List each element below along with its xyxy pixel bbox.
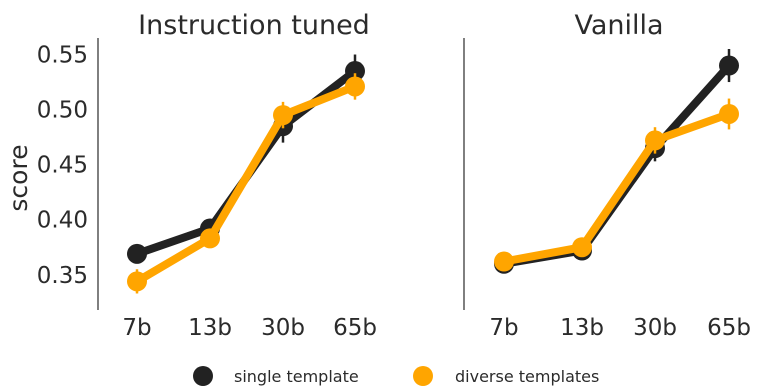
data-point — [200, 228, 220, 249]
legend-marker-single — [193, 366, 213, 386]
panel-title: Vanilla — [574, 10, 663, 41]
legend: single template diverse templates — [193, 366, 599, 386]
x-tick-label: 13b — [188, 315, 232, 341]
y-tick-labels: 0.35 0.40 0.45 0.50 0.55 — [37, 43, 88, 289]
data-point — [572, 237, 592, 258]
chart-marks — [494, 49, 739, 274]
x-tick-labels: 7b 13b 30b 65b — [122, 315, 377, 341]
x-tick-label: 13b — [560, 315, 604, 341]
data-point — [345, 76, 365, 97]
legend-label-single: single template — [234, 367, 359, 386]
data-point — [494, 251, 514, 272]
series-line-diverse — [133, 82, 359, 286]
data-point — [127, 271, 147, 292]
series-diverse — [127, 73, 365, 294]
panel-title: Instruction tuned — [138, 10, 370, 41]
data-point — [127, 243, 147, 264]
legend-marker-diverse — [413, 366, 433, 386]
y-tick-label: 0.55 — [37, 43, 88, 69]
series-line-single — [500, 61, 733, 268]
x-tick-label: 65b — [333, 315, 377, 341]
series-single — [127, 54, 365, 264]
y-tick-label: 0.35 — [37, 263, 88, 289]
data-point — [273, 105, 293, 126]
panel-instruction-tuned: Instruction tuned 0.35 0.40 0.45 0.50 0.55 7… — [37, 10, 377, 341]
x-tick-label: 30b — [633, 315, 677, 341]
series-line-diverse — [500, 109, 733, 266]
data-point — [719, 55, 739, 76]
y-tick-label: 0.40 — [37, 208, 88, 234]
data-point — [719, 103, 739, 124]
y-axis-label: score — [4, 144, 33, 211]
data-point — [645, 130, 665, 151]
chart-marks — [127, 54, 365, 294]
x-tick-label: 65b — [707, 315, 751, 341]
data-point — [345, 61, 365, 82]
x-tick-labels: 7b 13b 30b 65b — [489, 315, 751, 341]
y-tick-label: 0.50 — [37, 98, 88, 124]
series-diverse — [494, 98, 739, 272]
legend-label-diverse: diverse templates — [455, 367, 599, 386]
x-tick-label: 7b — [489, 315, 518, 341]
panel-vanilla: Vanilla 7b 13b 30b 65b — [463, 10, 751, 341]
x-tick-label: 7b — [122, 315, 151, 341]
series-single — [494, 49, 739, 274]
x-tick-label: 30b — [261, 315, 305, 341]
y-tick-label: 0.45 — [37, 153, 88, 179]
